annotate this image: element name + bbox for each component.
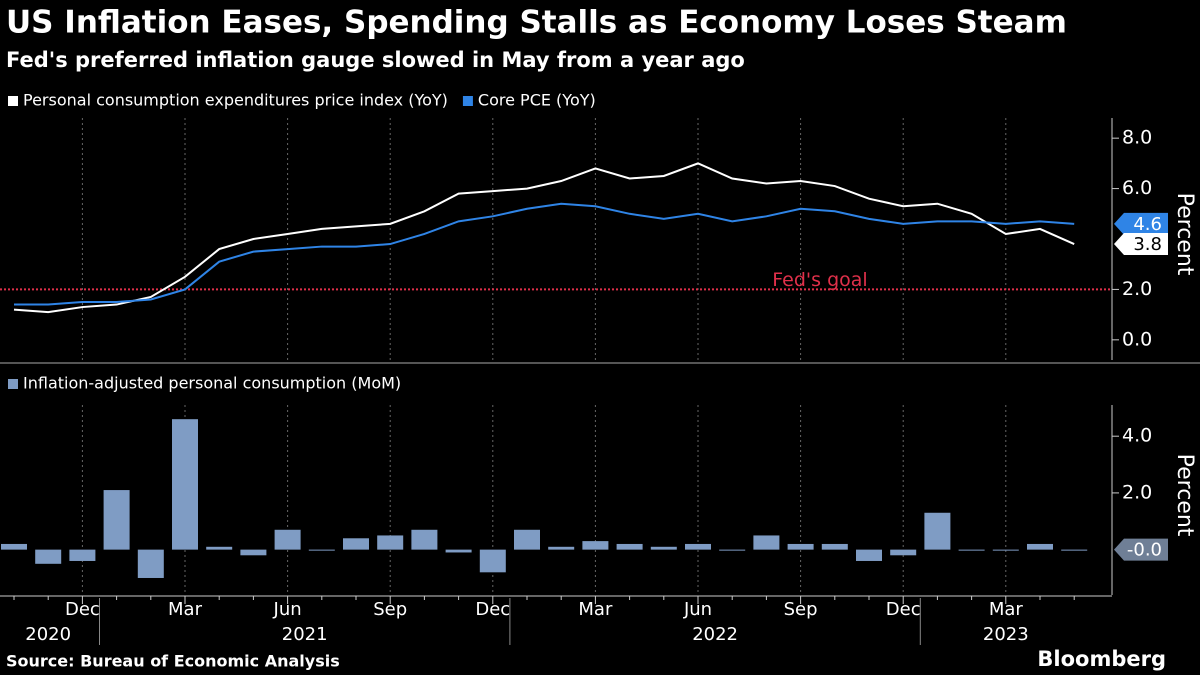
y-tick-label: 2.0 — [1122, 278, 1152, 300]
bar — [787, 543, 814, 550]
bar — [616, 543, 643, 550]
goal-label: Fed's goal — [772, 269, 867, 291]
y-tick-label: 0.0 — [1122, 328, 1152, 350]
y-tick-label: 2.0 — [1122, 481, 1152, 503]
chart-subtitle: Fed's preferred inflation gauge slowed i… — [6, 48, 745, 72]
x-tick-label: Mar — [989, 599, 1024, 620]
end-tag-label: -0.0 — [1127, 540, 1162, 561]
legend-label: Core PCE (YoY) — [478, 91, 596, 110]
end-tag-label: 4.6 — [1133, 214, 1162, 235]
y-axis-label: Percent — [1172, 193, 1197, 276]
y-tick-label: 4.0 — [1122, 425, 1152, 447]
y-axis-label: Percent — [1172, 454, 1197, 537]
bar — [753, 535, 780, 550]
end-tag-label: 3.8 — [1133, 234, 1162, 255]
x-tick-label: Dec — [65, 599, 100, 620]
bar — [992, 549, 1019, 551]
bar — [924, 512, 951, 550]
bar — [411, 529, 438, 550]
bar — [548, 546, 575, 550]
bar — [685, 543, 711, 550]
line — [13, 162, 1075, 314]
bar — [514, 529, 540, 550]
bar — [479, 549, 506, 573]
bar — [1, 543, 27, 550]
legend-swatch — [8, 379, 18, 389]
bar — [377, 535, 404, 550]
bar — [958, 549, 985, 551]
line — [14, 202, 1075, 306]
x-tick-label: Dec — [475, 599, 510, 620]
bar — [35, 549, 62, 564]
bar — [1027, 543, 1053, 550]
end-tag — [1114, 538, 1168, 561]
chart-title: US Inflation Eases, Spending Stalls as E… — [6, 5, 1067, 41]
bar — [240, 549, 267, 556]
bar — [650, 546, 677, 550]
year-label: 2023 — [983, 624, 1029, 645]
bar — [172, 419, 198, 550]
x-tick-label: Mar — [578, 599, 613, 620]
x-tick-label: Dec — [886, 599, 921, 620]
x-tick-label: Mar — [168, 599, 203, 620]
bar — [343, 538, 369, 550]
bar — [1061, 549, 1088, 551]
logo: Bloomberg — [1037, 647, 1166, 671]
legend-swatch — [462, 96, 473, 106]
bar — [308, 549, 335, 551]
bar — [582, 541, 609, 550]
bar — [856, 549, 882, 561]
bar — [890, 549, 917, 556]
legend-label: Inflation-adjusted personal consumption … — [23, 374, 401, 393]
x-tick-label: Sep — [784, 599, 818, 620]
x-tick-label: Jun — [683, 599, 712, 620]
y-tick-label: 8.0 — [1122, 127, 1152, 149]
legend-label: Personal consumption expenditures price … — [23, 91, 448, 110]
legend-swatch — [8, 96, 18, 106]
y-tick-label: 6.0 — [1122, 177, 1152, 199]
end-tag — [1114, 212, 1168, 235]
source: Source: Bureau of Economic Analysis — [6, 652, 340, 671]
year-label: 2022 — [692, 624, 738, 645]
bar — [69, 549, 96, 561]
bar — [206, 546, 233, 550]
bar — [719, 549, 746, 551]
bar — [137, 549, 164, 578]
bar — [103, 490, 130, 550]
year-label: 2021 — [282, 624, 328, 645]
year-label: 2020 — [25, 624, 71, 645]
bar — [821, 543, 848, 550]
bar — [274, 529, 301, 550]
end-tag — [1114, 233, 1168, 256]
x-tick-label: Sep — [373, 599, 407, 620]
bar — [445, 549, 472, 553]
x-tick-label: Jun — [273, 599, 302, 620]
